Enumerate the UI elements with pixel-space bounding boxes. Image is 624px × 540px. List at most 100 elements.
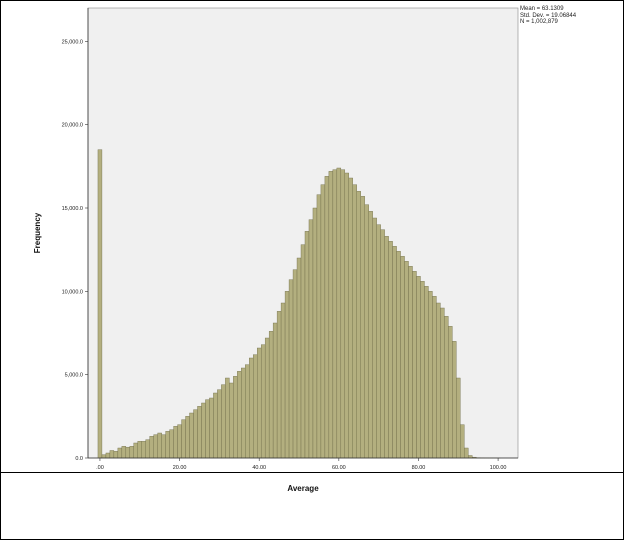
- histogram-bar: [165, 431, 170, 459]
- histogram-bar: [257, 347, 262, 459]
- histogram-bar: [121, 446, 127, 459]
- histogram-bar: [117, 447, 123, 459]
- y-tick-label: 20,000.0: [62, 123, 83, 129]
- histogram-bar: [412, 271, 417, 459]
- y-tick-label: 0.0: [75, 456, 83, 462]
- histogram-bar: [125, 446, 131, 459]
- histogram-bar: [300, 244, 306, 459]
- histogram-bar: [249, 357, 254, 459]
- histogram-bar: [340, 169, 346, 459]
- x-tick-label: 80.00: [412, 465, 426, 471]
- histogram-bar: [193, 409, 198, 459]
- histogram-bar: [197, 406, 202, 459]
- histogram-bar: [189, 412, 194, 459]
- histogram-bar: [237, 371, 242, 459]
- histogram-bar: [404, 261, 409, 459]
- histogram-bar: [153, 434, 158, 459]
- histogram-bar: [157, 432, 162, 459]
- histogram-bar: [408, 266, 413, 459]
- y-ticks: 0.0 5,000.0 10,000.0 15,000.0 20,000.0 25,000…: [62, 39, 88, 462]
- histogram-bar: [137, 441, 142, 459]
- histogram-bar: [324, 176, 330, 459]
- histogram-bar: [109, 450, 115, 459]
- histogram-bar: [213, 392, 218, 459]
- x-tick-label: 40.00: [252, 465, 266, 471]
- cell-divider: [0, 472, 624, 473]
- histogram-bar: [336, 167, 342, 459]
- histogram-bar: [217, 389, 222, 459]
- histogram-bar: [424, 286, 429, 459]
- histogram-bar: [264, 337, 270, 459]
- histogram-bar: [276, 311, 282, 459]
- histogram-bar: [225, 377, 230, 459]
- x-tick-label: .00: [96, 465, 104, 471]
- y-axis-label: Frequency: [33, 212, 42, 253]
- y-tick-label: 5,000.0: [65, 373, 83, 379]
- histogram-bar: [328, 171, 334, 459]
- histogram-bar: [145, 439, 150, 459]
- histogram-bar: [432, 296, 437, 459]
- histogram-bar: [185, 416, 190, 459]
- histogram-bar: [260, 344, 266, 459]
- histogram-bar: [364, 204, 369, 459]
- histogram-bar: [356, 191, 361, 459]
- x-ticks: .00 20.00 40.00 60.00 80.00 100.00: [96, 458, 507, 471]
- x-tick-label: 20.00: [173, 465, 187, 471]
- histogram-bar: [229, 382, 234, 459]
- histogram-bar: [284, 291, 290, 459]
- histogram-bar: [201, 402, 206, 459]
- histogram-bar: [392, 246, 397, 459]
- histogram-bar: [205, 399, 210, 459]
- histogram-bar: [209, 397, 214, 459]
- histogram-bar: [308, 219, 314, 459]
- histogram-bar: [352, 184, 357, 459]
- histogram-bar: [348, 177, 353, 459]
- histogram-bar: [396, 251, 401, 459]
- histogram-bar: [268, 331, 274, 459]
- histogram-bar: [420, 281, 425, 459]
- y-tick-label: 10,000.0: [62, 289, 83, 295]
- histogram-bar: [460, 424, 465, 459]
- histogram-bar: [253, 354, 258, 459]
- histogram-bar: [161, 434, 166, 459]
- stats-box: Mean = 63.1309 Std. Dev. = 19.06844 N = …: [520, 6, 576, 26]
- stat-mean: Mean = 63.1309: [520, 6, 564, 12]
- histogram-bar: [372, 217, 377, 459]
- histogram-bar: [233, 376, 238, 459]
- histogram-bar: [316, 194, 322, 459]
- stat-n: N = 1,002,879: [520, 19, 558, 25]
- histogram-bar: [312, 207, 318, 459]
- histogram-bar: [113, 451, 119, 459]
- histogram-bar: [241, 367, 246, 459]
- histogram-bar: [141, 441, 146, 459]
- histogram-bar: [444, 316, 449, 459]
- x-tick-label: 100.00: [490, 465, 507, 471]
- histogram-bar: [436, 302, 441, 459]
- histogram-bar: [169, 429, 174, 459]
- histogram-bar: [380, 229, 385, 459]
- histogram-bar: [292, 269, 298, 459]
- x-tick-label: 60.00: [332, 465, 346, 471]
- histogram-bar: [416, 276, 421, 459]
- histogram-bar: [304, 231, 310, 459]
- histogram-bar: [360, 196, 365, 459]
- histogram-bar: [388, 241, 393, 459]
- histogram-bar: [332, 169, 338, 459]
- histogram-bar: [440, 307, 445, 459]
- histogram-bar: [280, 302, 286, 459]
- histogram-bar: [272, 322, 278, 459]
- histogram-bar: [452, 341, 457, 459]
- histogram-bar: [368, 211, 373, 459]
- histogram-bar: [448, 326, 453, 459]
- histogram-bar: [344, 172, 349, 459]
- histogram-bar: [384, 236, 389, 459]
- histogram-bar: [464, 447, 469, 459]
- histogram-bar: [105, 452, 111, 459]
- histogram-bar: [376, 224, 381, 459]
- histogram-bar: [428, 291, 433, 459]
- histogram-bar: [149, 436, 154, 459]
- histogram-bar: [456, 377, 461, 459]
- histogram-bar: [97, 149, 103, 459]
- histogram-bar: [133, 442, 138, 459]
